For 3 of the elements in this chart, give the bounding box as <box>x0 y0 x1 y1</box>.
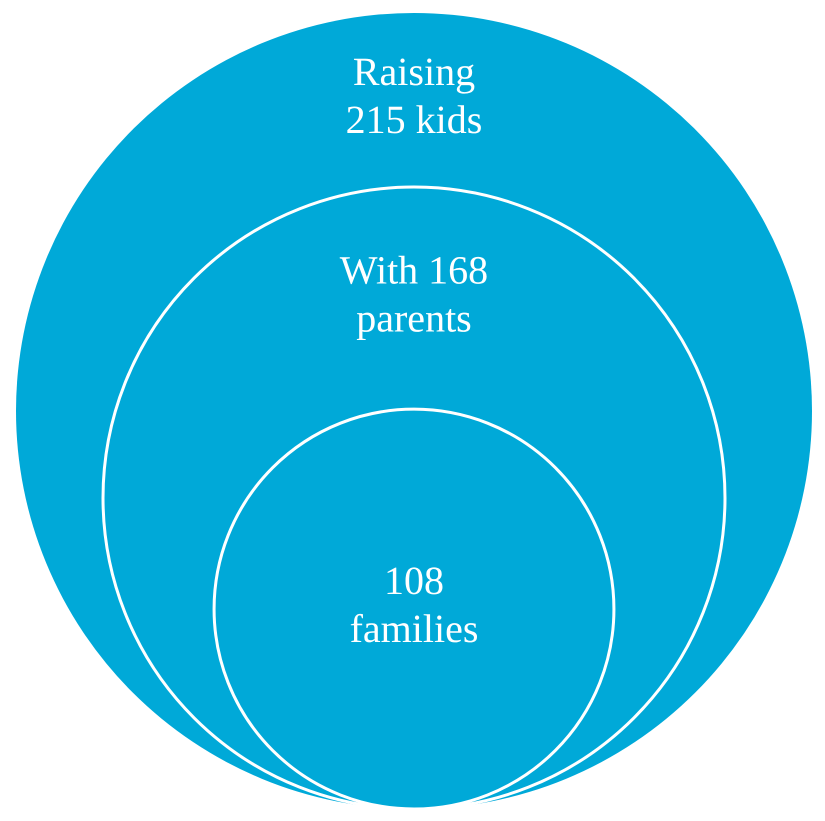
data-label: 108 families <box>350 558 478 652</box>
data-label: With 168 parents <box>340 247 488 340</box>
data-label: Raising 215 kids <box>346 49 482 142</box>
